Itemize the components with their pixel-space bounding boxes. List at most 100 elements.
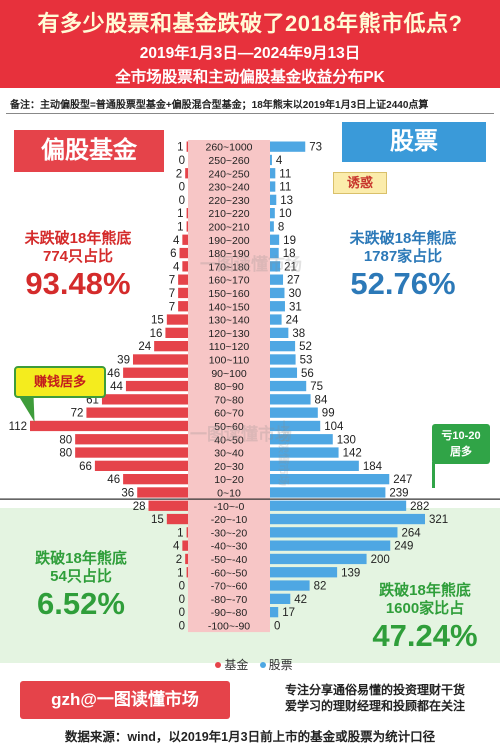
fund-bar bbox=[186, 567, 188, 578]
stock-bar bbox=[270, 607, 279, 618]
category-label: 260~1000 bbox=[205, 142, 252, 154]
category-label: 190~200 bbox=[208, 235, 249, 247]
stock-bar bbox=[270, 234, 280, 245]
stock-bar bbox=[270, 261, 281, 272]
category-label: 210~220 bbox=[208, 208, 249, 220]
fund-bar bbox=[186, 141, 188, 152]
fund-value-label: 28 bbox=[133, 501, 146, 513]
fund-value-label: 4 bbox=[173, 261, 180, 273]
stock-value-label: 27 bbox=[287, 275, 300, 287]
category-label: 240~250 bbox=[208, 168, 249, 180]
fund-bar bbox=[75, 447, 188, 458]
category-label: 50~60 bbox=[214, 421, 244, 433]
fund-bar bbox=[148, 500, 188, 511]
legend-stock-label: 股票 bbox=[268, 658, 293, 672]
fund-above-line1: 未跌破18年熊底 bbox=[24, 230, 132, 247]
stock-bar bbox=[270, 341, 296, 352]
category-label: 250~260 bbox=[208, 155, 249, 167]
fund-value-label: 1 bbox=[177, 142, 183, 154]
category-label: 100~110 bbox=[209, 354, 250, 366]
fund-bar bbox=[101, 394, 188, 405]
category-label: 80~90 bbox=[214, 381, 244, 393]
fund-value-label: 7 bbox=[169, 301, 175, 313]
stock-value-label: 75 bbox=[310, 381, 323, 393]
fund-bar bbox=[186, 527, 188, 538]
legend-stock-swatch bbox=[259, 662, 266, 669]
stock-bar bbox=[270, 194, 277, 205]
legend: 基金 股票 bbox=[0, 656, 500, 673]
legend-fund-label: 基金 bbox=[224, 658, 249, 672]
fund-below-pct: 6.52% bbox=[37, 586, 125, 621]
stock-bar bbox=[270, 434, 333, 445]
stock-bar bbox=[270, 221, 274, 232]
motto-line1: 专注分享通俗易懂的投资理财干货 bbox=[284, 683, 465, 697]
fund-bar bbox=[185, 168, 188, 179]
fund-bar bbox=[86, 407, 188, 418]
fund-value-label: 2 bbox=[176, 554, 182, 566]
stock-bar bbox=[270, 407, 318, 418]
fund-value-label: 36 bbox=[121, 487, 134, 499]
stock-bar bbox=[270, 580, 310, 591]
watermark-text: 一图读懂市场 bbox=[200, 254, 302, 274]
fund-bar bbox=[166, 513, 188, 525]
stock-bar bbox=[270, 474, 390, 485]
fund-above-line2: 774只占比 bbox=[42, 248, 114, 265]
stock-above-pct: 52.76% bbox=[350, 266, 456, 301]
fund-bar bbox=[137, 487, 188, 498]
fund-bar bbox=[123, 367, 188, 378]
stock-value-label: 247 bbox=[393, 474, 412, 486]
fund-value-label: 0 bbox=[179, 620, 185, 632]
stock-bar bbox=[270, 567, 338, 578]
category-label: 70~80 bbox=[214, 394, 244, 406]
category-label: -80~-70 bbox=[211, 594, 248, 606]
motto: 专注分享通俗易懂的投资理财干货 爱学习的理财经理和投顾都在关注 bbox=[260, 682, 490, 714]
stock-bar bbox=[270, 420, 321, 432]
note-divider bbox=[6, 113, 494, 114]
stock-below-line1: 跌破18年熊底 bbox=[379, 582, 471, 599]
stock-bar bbox=[270, 274, 284, 285]
fund-value-label: 44 bbox=[110, 381, 123, 393]
fund-value-label: 15 bbox=[151, 514, 164, 526]
fund-value-label: 4 bbox=[173, 541, 180, 553]
stock-value-label: 239 bbox=[389, 487, 408, 499]
fund-bar bbox=[186, 208, 188, 219]
stock-value-label: 11 bbox=[279, 182, 291, 194]
fund-bar bbox=[75, 434, 188, 445]
stock-bar bbox=[270, 394, 311, 405]
fund-value-label: 1 bbox=[177, 208, 183, 220]
stock-value-label: 99 bbox=[322, 408, 335, 420]
stock-bar bbox=[270, 553, 367, 565]
fund-value-label: 46 bbox=[107, 368, 120, 380]
page-title: 有多少股票和基金跌破了2018年熊市低点? bbox=[37, 11, 463, 36]
stock-value-label: 82 bbox=[314, 581, 327, 593]
category-label: -30~-20 bbox=[211, 527, 248, 539]
category-label: 140~150 bbox=[208, 301, 249, 313]
stock-bar bbox=[270, 500, 407, 511]
stock-above-stat: 未跌破18年熊底 1787家占比 52.76% bbox=[333, 230, 473, 302]
fund-value-label: 1 bbox=[177, 567, 183, 579]
category-label: -60~-50 bbox=[211, 567, 248, 579]
category-label: 60~70 bbox=[214, 408, 244, 420]
fund-bar bbox=[178, 274, 188, 285]
fund-value-label: 4 bbox=[173, 235, 180, 247]
stock-bar bbox=[270, 141, 306, 152]
stock-value-label: 139 bbox=[341, 567, 360, 579]
fund-value-label: 39 bbox=[117, 354, 130, 366]
stock-value-label: 104 bbox=[324, 421, 344, 433]
category-label: 120~130 bbox=[208, 328, 249, 340]
stock-bar bbox=[270, 181, 276, 192]
fund-value-label: 80 bbox=[59, 448, 72, 460]
fund-value-label: 0 bbox=[179, 594, 185, 606]
fund-bar bbox=[186, 221, 188, 232]
category-label: 110~120 bbox=[209, 341, 250, 353]
stock-value-label: 24 bbox=[286, 315, 299, 327]
stock-bar bbox=[270, 154, 272, 166]
stock-value-label: 73 bbox=[309, 142, 322, 154]
fund-value-label: 24 bbox=[138, 341, 151, 353]
category-label: -10~-0 bbox=[214, 501, 245, 513]
stock-bar bbox=[270, 460, 359, 471]
stock-bar bbox=[270, 287, 285, 299]
category-label: 90~100 bbox=[211, 368, 246, 380]
range-callout-pointer bbox=[432, 462, 435, 488]
